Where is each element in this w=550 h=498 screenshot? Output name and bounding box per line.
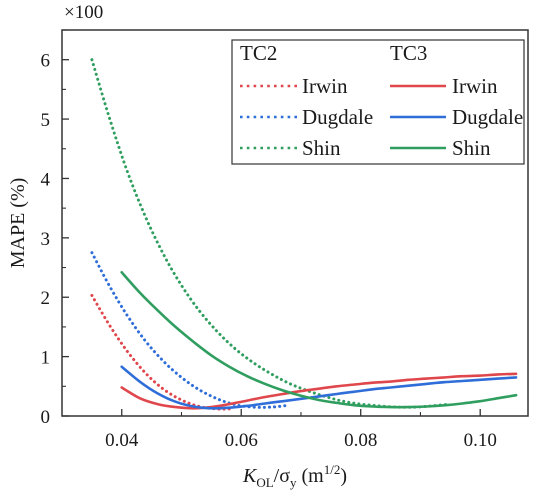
x-axis-title-k: K <box>242 465 258 487</box>
legend-label-tc3-irwin: Irwin <box>452 74 498 98</box>
legend: TC2 TC3 Irwin Dugdale Shin Irwin Dugdale… <box>231 39 525 165</box>
y-tick-label: 1 <box>41 348 51 369</box>
x-axis-title: KOL/σy (m1/2) <box>242 462 347 490</box>
y-tick-label: 3 <box>41 229 51 250</box>
y-axis-title: MAPE (%) <box>7 178 29 269</box>
legend-group-title-tc2: TC2 <box>240 41 277 65</box>
y-tick-label: 5 <box>41 110 51 131</box>
legend-label-tc2-dugdale: Dugdale <box>302 105 373 129</box>
series-line-tc3-shin <box>120 271 518 409</box>
y-multiplier-label: ×100 <box>64 2 103 23</box>
x-axis-title-sup: 1/2 <box>324 462 341 477</box>
legend-label-tc3-dugdale: Dugdale <box>452 105 523 129</box>
legend-label-tc2-shin: Shin <box>302 136 341 160</box>
series-layer <box>90 58 518 411</box>
y-tick-label: 0 <box>41 407 51 428</box>
x-tick-label: 0.04 <box>105 430 139 451</box>
legend-group-title-tc3: TC3 <box>390 41 427 65</box>
series-line-tc3-irwin <box>120 372 518 410</box>
series-line-tc2-shin <box>90 58 452 409</box>
axis-ticks: 0.04 0.06 0.08 0.10 0 1 2 3 4 5 6 <box>41 29 497 451</box>
y-tick-label: 4 <box>41 169 51 190</box>
series-line-tc2-dugdale <box>90 251 291 409</box>
x-tick-label: 0.08 <box>344 430 377 451</box>
x-axis-title-sigma: /σ <box>274 465 291 487</box>
x-axis-title-close: ) <box>340 465 347 487</box>
legend-label-tc3-shin: Shin <box>452 136 491 160</box>
x-tick-label: 0.06 <box>225 430 258 451</box>
x-axis-title-unit: (m <box>297 465 325 487</box>
legend-box <box>231 39 525 165</box>
legend-label-tc2-irwin: Irwin <box>302 74 348 98</box>
x-axis-title-sub-y: y <box>290 475 297 490</box>
series-line-tc3-dugdale <box>120 365 518 410</box>
y-tick-label: 6 <box>41 51 51 72</box>
x-tick-label: 0.10 <box>464 430 497 451</box>
x-axis-title-sub-ol: OL <box>256 475 273 490</box>
plot-frame <box>61 29 529 417</box>
y-tick-label: 2 <box>41 288 51 309</box>
